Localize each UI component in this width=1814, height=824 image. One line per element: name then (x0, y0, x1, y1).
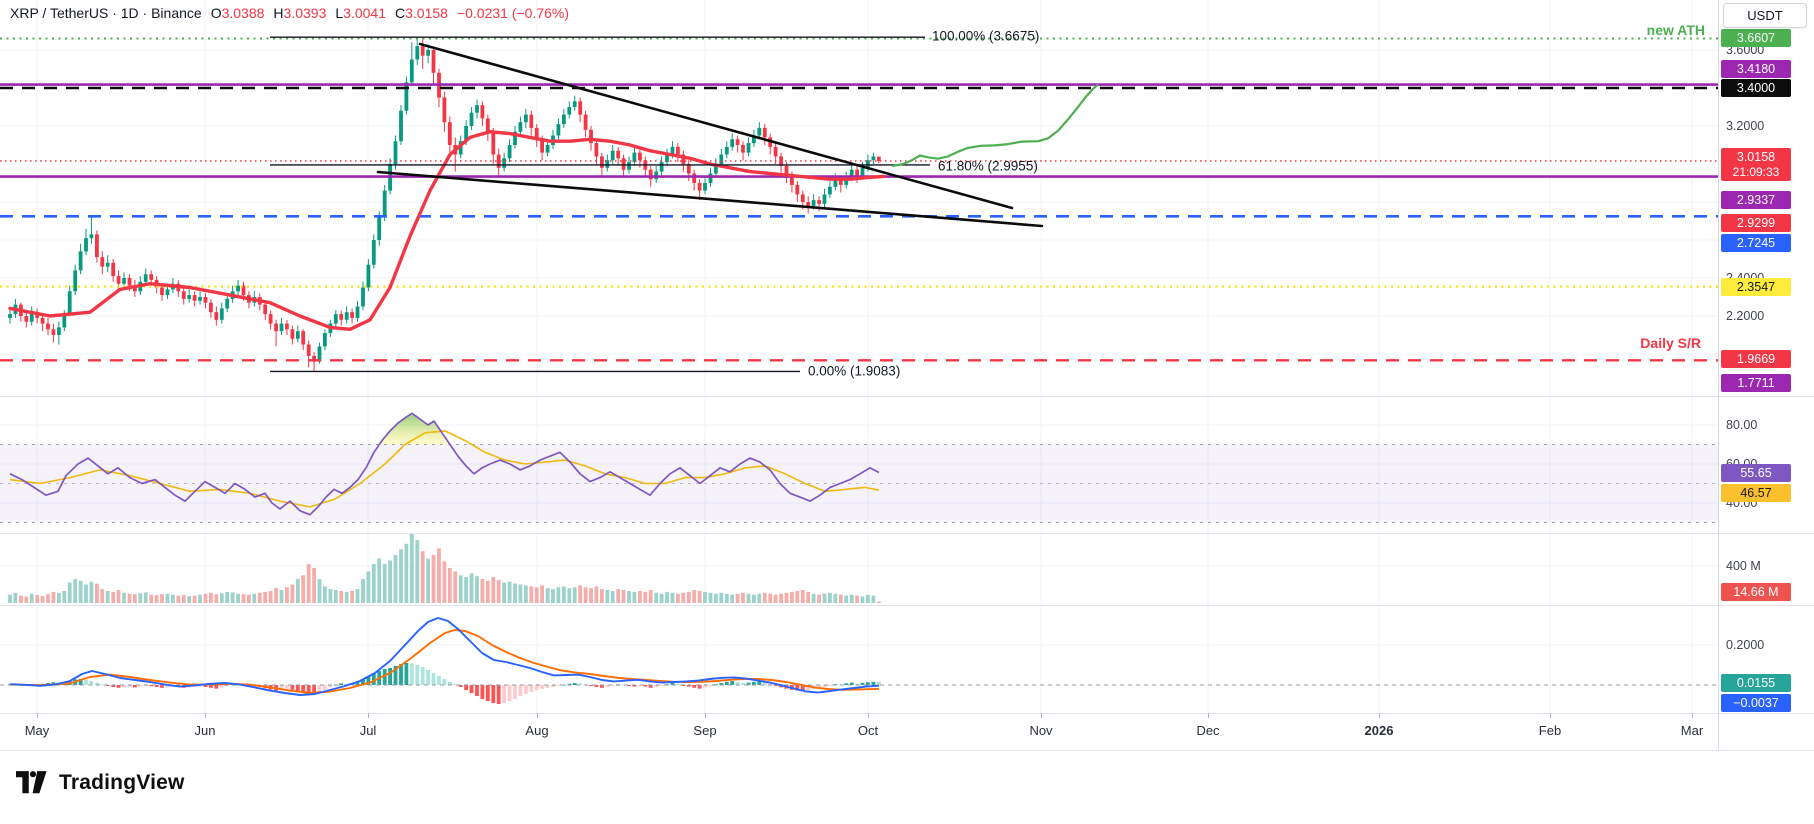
price-tick: 3.2000 (1726, 119, 1765, 133)
axis-label-value: 2.3547 (1736, 280, 1776, 294)
time-tick (868, 713, 869, 718)
fib-label-100: 100.00% (3.6675) (932, 28, 1040, 44)
price-axis-label: 46.57 (1721, 484, 1791, 502)
macd-tick: 0.2000 (1726, 638, 1765, 652)
time-axis-label-dec: Dec (1196, 723, 1220, 738)
panel-separator[interactable] (0, 750, 1814, 751)
price-axis-label: 3.6607 (1721, 29, 1791, 47)
price-axis-border (1718, 0, 1719, 750)
axis-label-value: 1.7711 (1737, 376, 1775, 390)
axis-label-value: 3.4000 (1736, 81, 1776, 95)
fib-label-0: 0.00% (1.9083) (808, 363, 901, 379)
axis-label-value: −0.0037 (1733, 696, 1779, 710)
time-tick (368, 713, 369, 718)
axis-label-value: 3.4180 (1736, 62, 1776, 76)
axis-label-value: 2.9337 (1736, 193, 1776, 207)
time-tick (1692, 713, 1693, 718)
new-ath-annotation: new ATH (1646, 22, 1705, 38)
price-axis-label: 1.7711 (1721, 374, 1791, 392)
price-axis-label: 2.9337 (1721, 191, 1791, 209)
tradingview-logo[interactable]: TradingView (16, 769, 185, 797)
time-axis-label-2026: 2026 (1364, 723, 1394, 738)
time-tick (1041, 713, 1042, 718)
panel-separator[interactable] (0, 533, 1814, 534)
price-tick: 2.2000 (1726, 309, 1765, 323)
price-axis-label: 1.9669 (1721, 350, 1791, 368)
time-tick (705, 713, 706, 718)
price-axis-label: 3.4000 (1721, 79, 1791, 97)
axis-label-value: 2.7245 (1736, 236, 1776, 250)
panel-separator[interactable] (0, 713, 1814, 714)
price-axis-label: 2.9299 (1721, 214, 1791, 232)
time-tick (1550, 713, 1551, 718)
fib-label-618: 61.80% (2.9955) (938, 158, 1038, 174)
time-tick (1208, 713, 1209, 718)
time-tick (37, 713, 38, 718)
time-axis-label-may: May (24, 723, 50, 738)
time-axis-label-oct: Oct (857, 723, 879, 738)
price-axis-label: 2.7245 (1721, 234, 1791, 252)
time-axis-label-feb: Feb (1538, 723, 1562, 738)
price-axis-label: 0.0155 (1721, 674, 1791, 692)
price-axis-label: 3.4180 (1721, 60, 1791, 78)
axis-label-value: 14.66 M (1733, 585, 1779, 599)
time-axis-label-mar: Mar (1680, 723, 1704, 738)
tradingview-logo-icon (16, 771, 47, 794)
symbol-title[interactable]: XRP / TetherUS · 1D · Binance (10, 5, 202, 21)
price-axis-label: 3.0158 21:09:33 (1721, 148, 1791, 181)
time-axis-label-sep: Sep (693, 723, 717, 738)
axis-label-value: 2.9299 (1736, 216, 1776, 230)
symbol-header[interactable]: XRP / TetherUS · 1D · Binance O3.0388 H3.0… (10, 5, 569, 21)
panel-separator[interactable] (0, 396, 1814, 397)
time-tick (205, 713, 206, 718)
time-axis-label-jun: Jun (194, 723, 216, 738)
daily-sr-annotation: Daily S/R (1640, 335, 1701, 351)
price-axis-label: 2.3547 (1721, 278, 1791, 296)
change-value: −0.0231 (−0.76%) (456, 5, 570, 21)
time-axis-label-aug: Aug (525, 723, 549, 738)
ohlc-values: O3.0388 H3.0393 L3.0041 C3.0158 (210, 5, 448, 21)
rsi-tick: 80.00 (1726, 418, 1758, 432)
axis-label-value: 1.9669 (1736, 352, 1776, 366)
currency-toggle-button[interactable]: USDT (1723, 3, 1807, 28)
axis-label-value: 3.0158 (1736, 150, 1776, 164)
time-axis-label-jul: Jul (359, 723, 377, 738)
price-axis-label: 14.66 M (1721, 583, 1791, 601)
chart-area[interactable] (0, 0, 1814, 750)
volume-tick: 400 M (1726, 559, 1761, 573)
axis-label-value: 46.57 (1740, 486, 1772, 500)
time-axis-label-nov: Nov (1029, 723, 1053, 738)
price-axis-label: 55.65 (1721, 464, 1791, 482)
price-axis-label: −0.0037 (1721, 694, 1791, 712)
panel-separator[interactable] (0, 605, 1814, 606)
time-tick (1379, 713, 1380, 718)
axis-label-value: 0.0155 (1736, 676, 1776, 690)
axis-label-value: 3.6607 (1736, 31, 1776, 45)
time-tick (537, 713, 538, 718)
chart-svg[interactable] (0, 0, 1814, 750)
axis-label-countdown: 21:09:33 (1732, 165, 1780, 179)
axis-label-value: 55.65 (1740, 466, 1772, 480)
tradingview-logo-text: TradingView (59, 771, 185, 794)
